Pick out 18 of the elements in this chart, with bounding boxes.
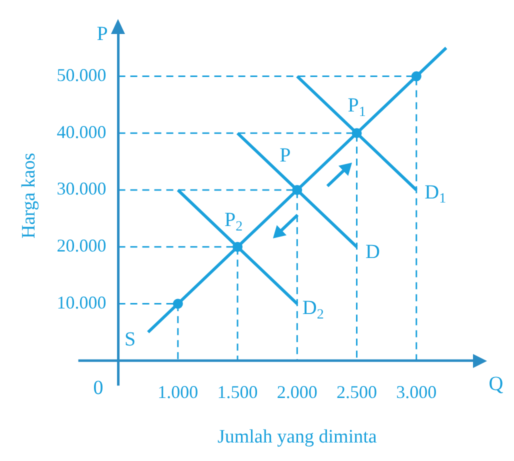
text: 0 bbox=[93, 376, 104, 399]
x-axis-title: Jumlah yang diminta bbox=[217, 426, 378, 448]
x-tick-label: 2.500 bbox=[336, 382, 378, 402]
text: Q bbox=[488, 372, 504, 395]
y-tick-label: 40.000 bbox=[56, 122, 106, 142]
x-tick-label: 1.000 bbox=[158, 382, 198, 402]
y-tick-label: 10.000 bbox=[56, 292, 106, 312]
y-tick-label: 30.000 bbox=[56, 178, 106, 199]
x-tick-label: 3.000 bbox=[396, 382, 437, 402]
y-axis-title: Harga kaos bbox=[18, 152, 40, 239]
text: P bbox=[96, 23, 108, 46]
annotation: P bbox=[280, 144, 291, 166]
y-tick-label: 20.000 bbox=[56, 236, 106, 256]
y-tick-label: 50.000 bbox=[56, 65, 106, 86]
x-tick-label: 1.500 bbox=[217, 382, 258, 402]
annotation: S bbox=[124, 328, 136, 350]
annotation: D bbox=[366, 241, 380, 264]
x-tick-label: 2.000 bbox=[276, 382, 318, 402]
